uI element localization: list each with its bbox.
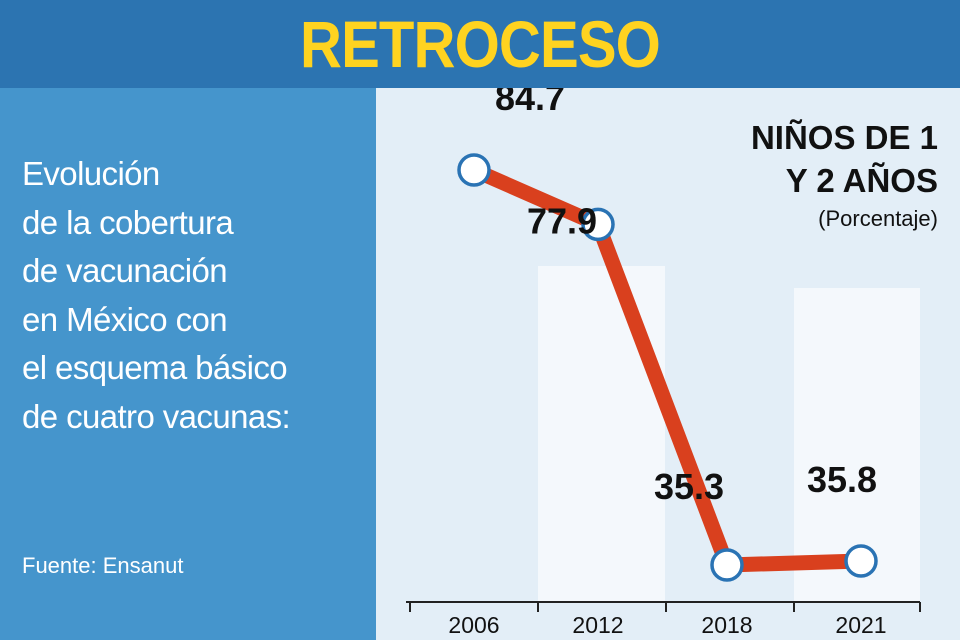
data-point [581, 207, 615, 242]
sidebar-panel: Evolución de la cobertura de vacunación … [0, 88, 376, 640]
source-note: Fuente: Ensanut [22, 553, 184, 578]
x-tick-label: 2018 [701, 612, 752, 638]
header-banner: RETROCESO [0, 0, 960, 88]
description-text: Evolución de la cobertura de vacunación … [22, 155, 291, 435]
data-point [844, 544, 878, 578]
data-point [457, 153, 491, 187]
x-tick-label: 2021 [835, 612, 886, 638]
x-tick-label: 2006 [448, 612, 499, 638]
column-band [538, 266, 665, 602]
chart-subtitle: (Porcentaje) [818, 206, 938, 231]
data-label: 77.9 [527, 200, 597, 241]
data-label: 84.7 [495, 88, 565, 118]
data-label: 35.8 [807, 459, 877, 500]
header-title: RETROCESO [300, 7, 661, 81]
chart-title: NIÑOS DE 1 Y 2 AÑOS [750, 119, 938, 199]
data-label: 35.3 [654, 466, 724, 507]
series-line [466, 162, 869, 573]
x-tick-label: 2012 [572, 612, 623, 638]
line-chart: 2006 2012 2018 2021 84.7 77.9 35.3 35.8 [406, 88, 921, 638]
data-point [710, 548, 744, 582]
chart-panel: 2006 2012 2018 2021 84.7 77.9 35.3 35.8 NIÑOS … [376, 88, 960, 640]
